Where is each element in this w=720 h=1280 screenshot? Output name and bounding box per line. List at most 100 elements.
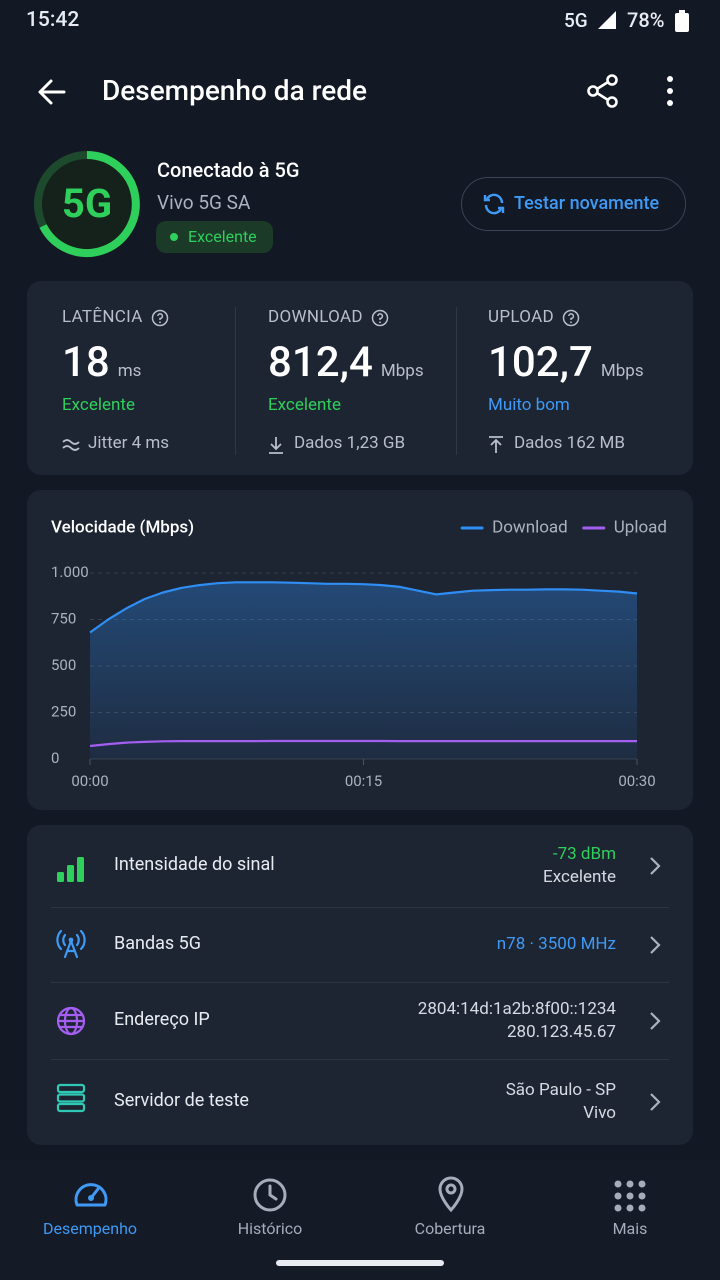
detail-label: Bandas 5G: [114, 932, 202, 954]
quality-label: Excelente: [188, 227, 257, 246]
separator: [51, 1059, 669, 1060]
detail-sub: Vivo: [583, 1103, 616, 1123]
y-tick-label: 750: [51, 609, 76, 627]
metric-rating: Excelente: [62, 395, 135, 415]
detail-value: São Paulo - SP: [505, 1080, 616, 1100]
chevron: [649, 856, 661, 880]
series-line: [89, 581, 638, 634]
detail-value: 2804:14d:1a2b:8f00::1234: [417, 998, 616, 1019]
detail-sub: Excelente: [543, 867, 616, 887]
metric-label: UPLOAD: [488, 307, 554, 327]
nav-label[interactable]: Cobertura: [414, 1219, 486, 1238]
globe-icon: [56, 1006, 86, 1036]
detail-sub: 280.123.45.67: [507, 1021, 616, 1042]
more-button[interactable]: [660, 75, 680, 107]
y-tick-label: 250: [51, 702, 76, 720]
connection-title: Conectado à 5G: [157, 158, 300, 182]
status-battery: 78%: [627, 8, 665, 32]
metric-value-row: 812,4 Mbps: [268, 338, 424, 387]
divider: [456, 307, 457, 455]
metric-rating: Muito bom: [488, 395, 570, 415]
detail-value: n78 · 3500 MHz: [496, 933, 616, 954]
detail-row[interactable]: Endereço IP 2804:14d:1a2b:8f00::1234 280.1…: [27, 982, 693, 1059]
separator: [51, 982, 669, 983]
chart-title: Velocidade (Mbps): [51, 517, 194, 537]
antenna-icon: [56, 929, 86, 959]
metric-value: 102,7: [488, 338, 593, 387]
operator: Vivo 5G SA: [157, 191, 251, 214]
y-tick-label: 0: [51, 749, 59, 767]
metric-detail: Jitter 4 ms: [88, 433, 170, 453]
share-button[interactable]: [585, 73, 621, 109]
nav-icon-coverage: [438, 1176, 464, 1212]
signal-icon: [598, 11, 616, 29]
detail-label: Servidor de teste: [114, 1090, 249, 1111]
chevron: [649, 1011, 661, 1035]
divider: [235, 307, 236, 455]
help-icon[interactable]: [151, 309, 169, 331]
chevron: [649, 1092, 661, 1116]
details-card: [27, 825, 693, 1145]
y-tick-label: 500: [51, 656, 76, 674]
detail-label: Endereço IP: [114, 1008, 210, 1030]
retest-button[interactable]: [461, 177, 686, 231]
metrics-card: [27, 281, 693, 475]
retest-label: Testar novamente: [514, 193, 660, 214]
chart: Velocidade (Mbps) 0 250 500 750 1.000 00:00 00…: [51, 517, 667, 790]
metric-value: 18: [62, 338, 110, 387]
metric-unit: Mbps: [600, 361, 644, 381]
detail-row[interactable]: Bandas 5G n78 · 3500 MHz: [27, 907, 693, 982]
metric-detail-icon: [62, 436, 80, 455]
metric-unit: Mbps: [380, 361, 424, 381]
metric-unit: ms: [117, 361, 142, 381]
metric-value-row: 102,7 Mbps: [488, 338, 644, 387]
metric-label: LATÊNCIA: [62, 307, 143, 327]
refresh-icon: [483, 193, 505, 215]
detail-values: São Paulo - SP Vivo: [506, 1079, 616, 1125]
status-time: 15:42: [26, 8, 80, 32]
metric-detail: Dados 162 MB: [514, 433, 625, 453]
metric-detail-icon: [268, 436, 284, 458]
detail-label: Intensidade do sinal: [114, 854, 275, 875]
home-indicator: [276, 1260, 444, 1266]
status-network: 5G: [564, 9, 588, 32]
legend-label: Upload: [614, 517, 667, 537]
metric-detail-icon: [488, 436, 504, 458]
nav-icon-history: [253, 1178, 287, 1212]
detail-row[interactable]: Intensidade do sinal -73 dBm Excelente: [27, 825, 693, 907]
detail-values: 2804:14d:1a2b:8f00::1234 280.123.45.67: [418, 998, 616, 1044]
x-tick-label: 00:30: [618, 772, 655, 790]
metric-value-row: 18 ms: [62, 338, 141, 387]
detail-values: n78 · 3500 MHz: [497, 933, 616, 956]
battery-icon: [675, 10, 689, 32]
5g-badge: 5G: [61, 180, 113, 227]
area-fill: [90, 582, 637, 759]
detail-row[interactable]: Servidor de teste São Paulo - SP Vivo: [27, 1059, 693, 1145]
nav-icon-performance: [74, 1183, 108, 1207]
back-button[interactable]: [36, 76, 68, 108]
chevron: [649, 935, 661, 959]
y-tick-label: 1.000: [51, 563, 89, 581]
chart-card: Velocidade (Mbps) 0 250 500 750 1.000 00:00 00…: [27, 490, 693, 810]
legend-label: Download: [492, 517, 568, 537]
metric-value: 812,4: [268, 338, 373, 387]
server-icon: [56, 1083, 86, 1113]
quality-dot: [170, 233, 178, 241]
metric-detail: Dados 1,23 GB: [294, 433, 406, 453]
separator: [51, 907, 669, 908]
help-icon[interactable]: [562, 309, 580, 331]
nav-label[interactable]: Histórico: [237, 1219, 303, 1238]
series-line: [89, 739, 637, 748]
x-tick-label: 00:15: [345, 772, 382, 790]
5g-ring: [34, 151, 140, 257]
signal-bars-icon: [57, 857, 84, 882]
metric-rating: Excelente: [268, 395, 341, 415]
nav-label[interactable]: Desempenho: [43, 1219, 137, 1238]
help-icon[interactable]: [371, 309, 389, 331]
nav-label[interactable]: Mais: [612, 1219, 648, 1238]
metric-label: DOWNLOAD: [268, 307, 363, 327]
x-tick-label: 00:00: [71, 772, 108, 790]
page-title: Desempenho da rede: [102, 74, 368, 107]
detail-values: -73 dBm Excelente: [543, 843, 616, 889]
